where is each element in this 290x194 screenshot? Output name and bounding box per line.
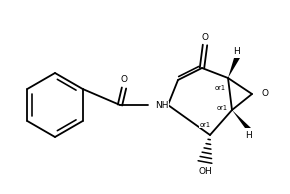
- Text: H: H: [245, 131, 251, 139]
- Text: or1: or1: [215, 85, 226, 91]
- Polygon shape: [228, 58, 240, 78]
- Text: or1: or1: [200, 122, 211, 128]
- Text: OH: OH: [198, 166, 212, 176]
- Text: H: H: [234, 47, 240, 55]
- Text: or1: or1: [217, 105, 227, 111]
- Text: O: O: [202, 33, 209, 42]
- Text: O: O: [261, 89, 268, 99]
- Text: NH: NH: [155, 101, 168, 111]
- Text: O: O: [121, 75, 128, 85]
- Polygon shape: [232, 110, 251, 128]
